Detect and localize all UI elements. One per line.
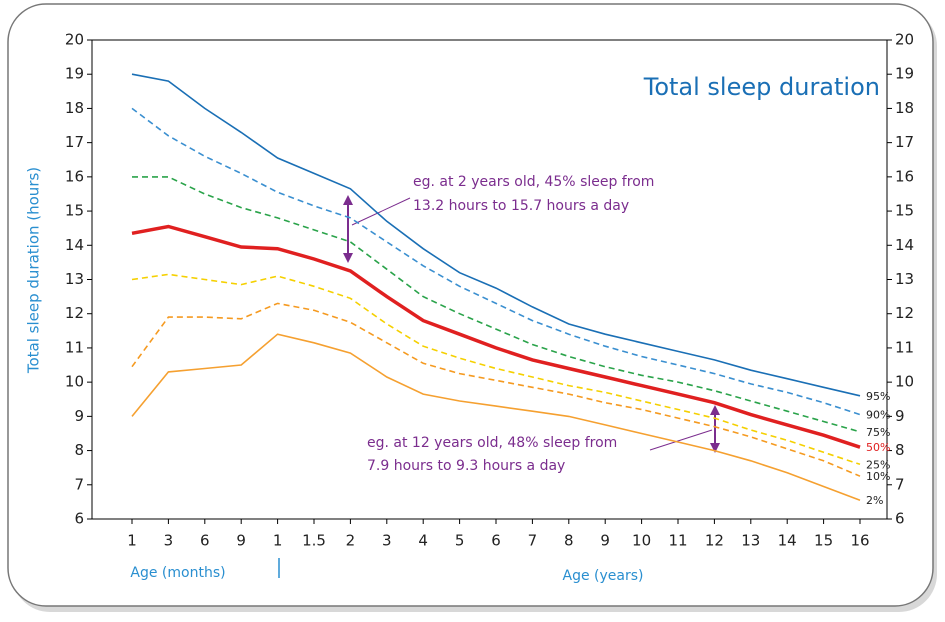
y2-tick-label: 8 [895,441,905,459]
x-tick-label: 1 [273,532,283,550]
y-tick-label: 10 [65,373,84,391]
y-tick-label: 14 [65,236,84,254]
y-tick-label: 12 [65,304,84,322]
y-tick-label: 18 [65,99,84,117]
x-tick-label: 9 [600,532,610,550]
y2-tick-label: 10 [895,373,914,391]
annotation: 13.2 hours to 15.7 hours a day [413,198,629,214]
x-tick-label: 6 [200,532,210,550]
frame [7,3,934,607]
x-tick-label: 1.5 [302,532,326,550]
x-tick-label: 11 [668,532,687,550]
y-tick-label: 7 [74,475,84,493]
y2-tick-label: 18 [895,99,914,117]
series-label: 75% [866,426,890,439]
y-tick-label: 19 [65,65,84,83]
y2-tick-label: 17 [895,133,914,151]
x-tick-label: 3 [382,532,392,550]
x-tick-label: 16 [850,532,869,550]
series-line [131,333,861,501]
x-tick-label: 12 [705,532,724,550]
series-line [132,176,861,433]
x-tick-label: 9 [236,532,246,550]
series-label: 90% [866,409,890,422]
x-tick-label: 3 [164,532,174,550]
series-label: 25% [866,458,890,471]
x-tick-label: 14 [778,532,797,550]
y-tick-label: 8 [74,441,84,459]
annotation: 7.9 hours to 9.3 hours a day [367,458,565,474]
y2-tick-label: 16 [895,167,914,185]
series-line [131,73,861,397]
y-tick-label: 11 [65,338,84,356]
series-line [131,273,861,466]
y2-tick-label: 13 [895,270,914,288]
annotation-pointer [649,429,713,451]
x-tick-label: 6 [491,532,501,550]
x-tick-label: 13 [741,532,760,550]
series-label: 50% [866,441,890,454]
y2-tick-label: 20 [895,31,914,49]
y-tick-label: 17 [65,133,84,151]
y-tick-label: 20 [65,31,84,49]
annotation: eg. at 12 years old, 48% sleep from [367,435,617,451]
x-axis-label: Age (years) [563,568,644,584]
y-tick-label: 15 [65,202,84,220]
annotation-pointer [351,197,411,226]
series-label: 10% [866,470,890,483]
y2-tick-label: 14 [895,236,914,254]
x-tick-label: 1 [127,532,137,550]
y-axis-label: Total sleep duration (hours) [25,167,43,374]
x-tick-label: 7 [528,532,538,550]
y2-tick-label: 11 [895,338,914,356]
y2-tick-label: 6 [895,510,905,528]
x-tick-label: 4 [418,532,428,550]
y2-tick-label: 19 [895,65,914,83]
y-tick-label: 16 [65,167,84,185]
x-tick-label: 15 [814,532,833,550]
x-axis-label: Age (months) [130,565,225,581]
series-line [131,107,861,416]
chart-title: Total sleep duration [643,73,880,101]
y2-tick-label: 7 [895,475,905,493]
y-tick-label: 9 [74,407,84,425]
x-tick-label: 5 [455,532,465,550]
x-tick-label: 8 [564,532,574,550]
y-tick-label: 6 [74,510,84,528]
series-line [131,224,861,449]
series-label: 2% [866,494,883,507]
series-label: 95% [866,390,890,403]
x-tick-label: 10 [632,532,651,550]
y-tick-label: 13 [65,270,84,288]
y2-tick-label: 9 [895,407,905,425]
annotation: eg. at 2 years old, 45% sleep from [413,174,654,190]
y2-tick-label: 12 [895,304,914,322]
x-tick-label: 2 [346,532,356,550]
y2-tick-label: 15 [895,202,914,220]
